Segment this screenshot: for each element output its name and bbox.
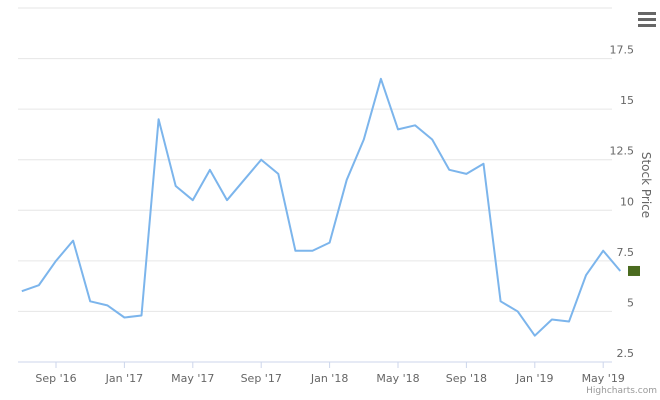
- x-tick-label: Jan '18: [310, 372, 348, 385]
- menu-bar: [638, 24, 656, 27]
- y-tick-label: 17.5: [610, 44, 635, 57]
- last-price-marker: [628, 265, 640, 276]
- y-tick-label: 15: [620, 94, 634, 107]
- x-tick-label: Sep '17: [241, 372, 282, 385]
- price-line: [21, 77, 622, 337]
- y-tick-label: 7.5: [617, 246, 635, 259]
- x-tick-label: May '18: [376, 372, 419, 385]
- x-tick-label: Sep '18: [446, 372, 487, 385]
- menu-bar: [638, 12, 656, 15]
- x-tick-label: Sep '16: [35, 372, 76, 385]
- x-tick-label: Jan '19: [515, 372, 553, 385]
- x-tick-label: May '17: [171, 372, 214, 385]
- menu-bar: [638, 18, 656, 21]
- y-tick-label: 10: [620, 195, 634, 208]
- menu-button[interactable]: [638, 12, 656, 27]
- y-tick-label: 2.5: [617, 347, 635, 360]
- x-tick-label: Jan '17: [105, 372, 143, 385]
- x-tick-label: May '19: [582, 372, 625, 385]
- y-tick-label: 12.5: [610, 145, 635, 158]
- y-tick-label: 5: [627, 296, 634, 309]
- y-axis-title: Stock Price: [639, 152, 653, 218]
- credits: Highcharts.com: [586, 386, 657, 396]
